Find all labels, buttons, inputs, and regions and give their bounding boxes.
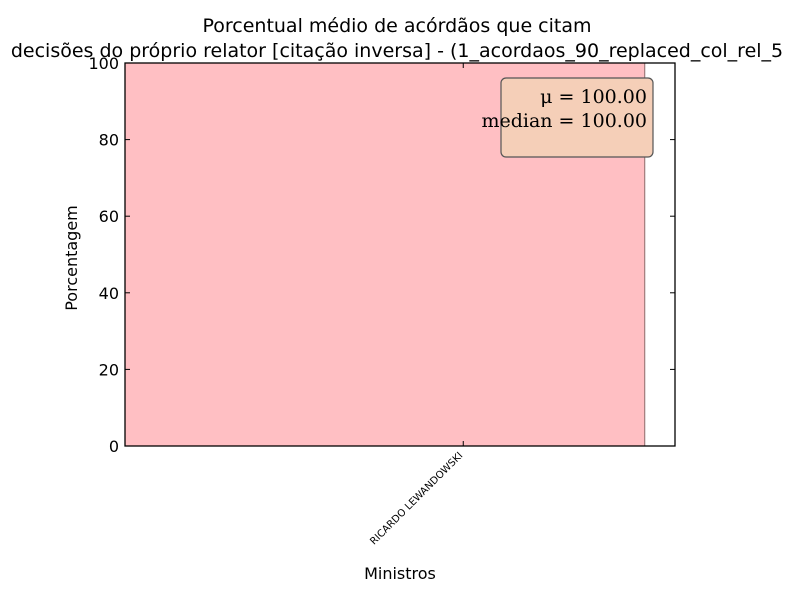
stats-box: μ = 100.00 median = 100.00 xyxy=(481,77,654,158)
y-tick-label: 100 xyxy=(88,54,119,73)
stats-median-label: median = 100.00 xyxy=(481,110,647,132)
stats-box-frame xyxy=(500,77,654,158)
y-tick-label: 0 xyxy=(109,437,119,456)
y-tick-label: 80 xyxy=(99,131,119,150)
y-tick-label: 60 xyxy=(99,207,119,226)
stats-mean-label: μ = 100.00 xyxy=(540,86,647,108)
y-tick-label: 20 xyxy=(99,360,119,379)
y-axis-label: Porcentagem xyxy=(62,205,81,311)
chart-title-line1: Porcentual médio de acórdãos que citam xyxy=(202,15,591,37)
x-axis-label: Ministros xyxy=(364,564,436,583)
chart-title-line2: decisões do próprio relator [citação inv… xyxy=(11,40,783,62)
x-tick-label: RICARDO LEWANDOWSKI xyxy=(368,450,465,547)
y-tick-label: 40 xyxy=(99,284,119,303)
plot-frame xyxy=(124,62,676,447)
